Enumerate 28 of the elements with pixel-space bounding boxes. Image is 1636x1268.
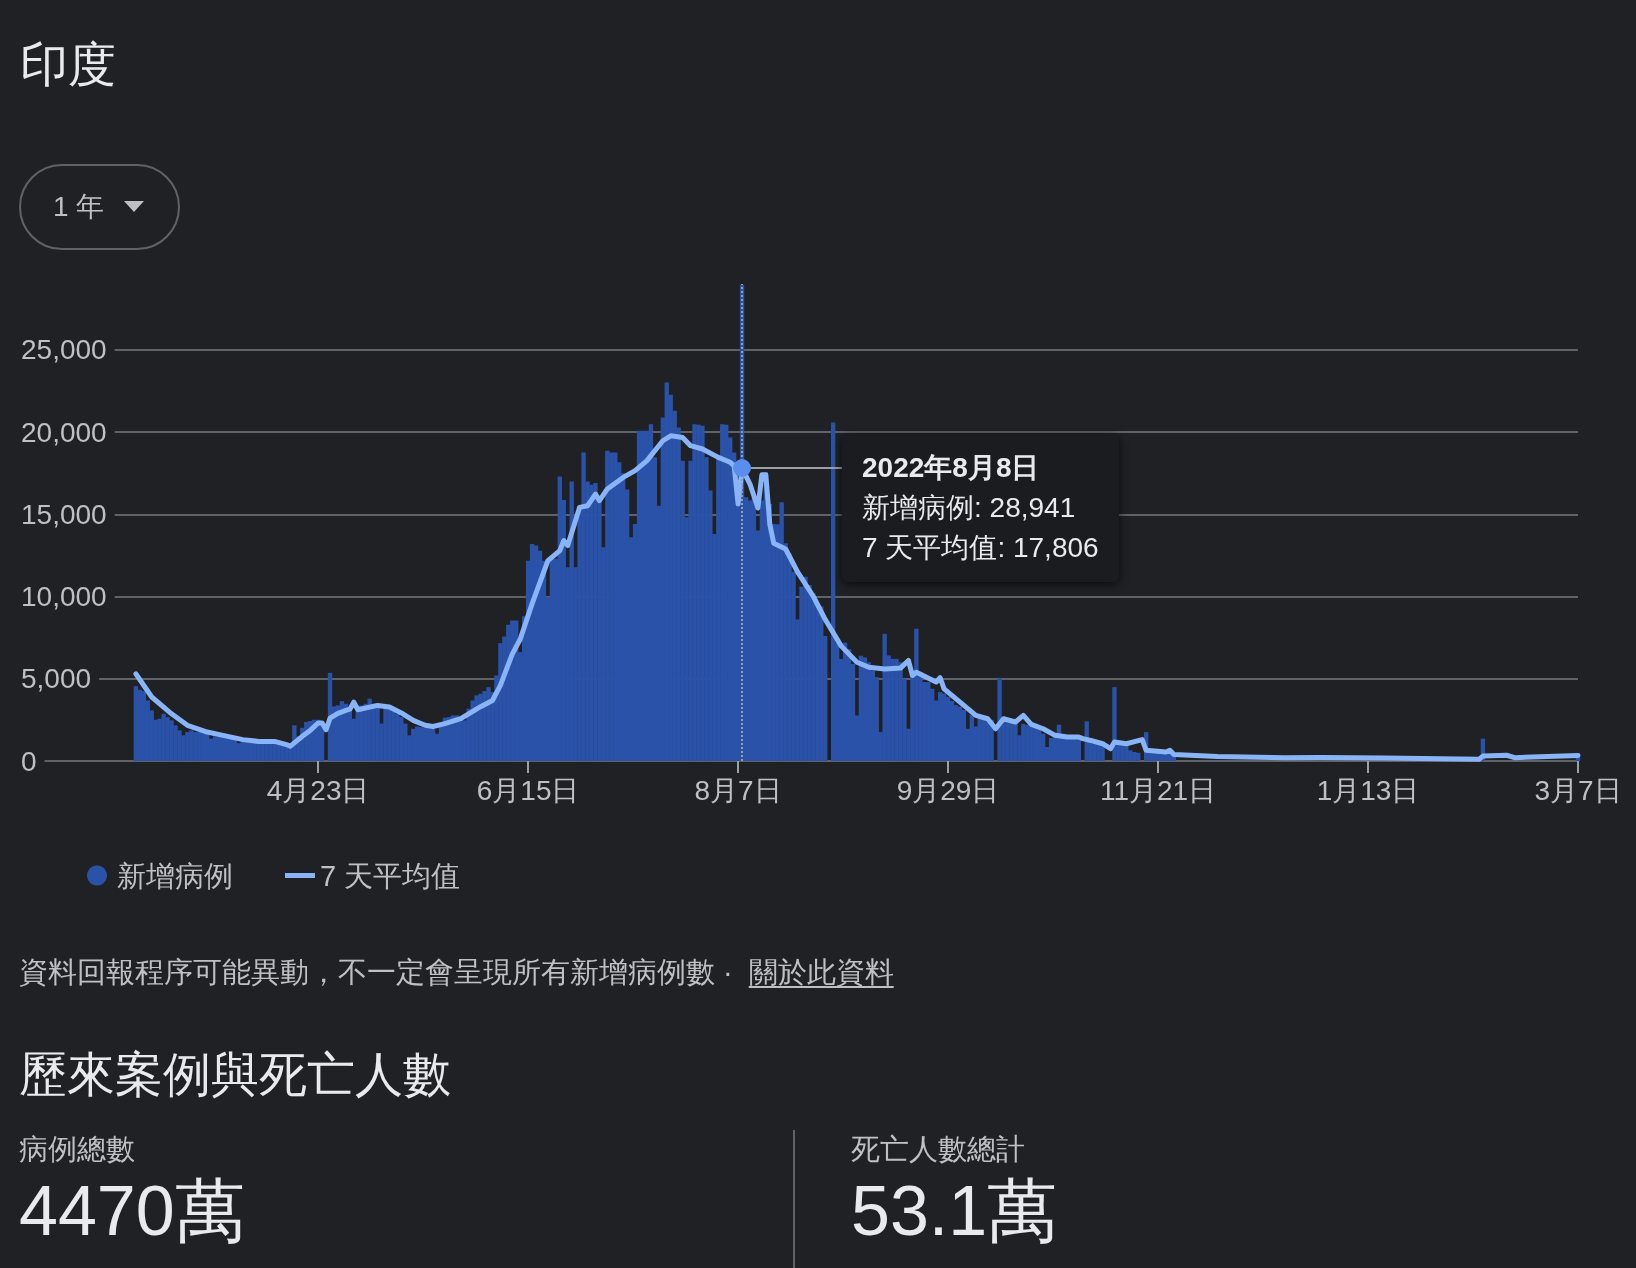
text: 4470萬 — [19, 1171, 245, 1252]
y-tick-label: 10,000 — [21, 581, 107, 613]
x-tick-label: 8月7日 — [694, 774, 782, 806]
text: 53.1萬 — [851, 1171, 1058, 1252]
x-tick-label: 9月29日 — [896, 774, 1000, 806]
x-tick-label: 11月21日 — [1099, 774, 1217, 806]
x-tick-label: 1月13日 — [1316, 774, 1420, 806]
x-tick-label: 4月23日 — [266, 774, 370, 806]
text: 關於此資料 — [748, 954, 894, 990]
annotation: 7 天平均值: 17,806 — [862, 531, 1099, 566]
y-tick-label: 25,000 — [21, 334, 107, 366]
legend-label: 新增病例 — [117, 859, 233, 892]
x-tick-label: 6月15日 — [476, 774, 580, 806]
dropdown: 1 年 — [19, 164, 180, 250]
chart-title: 印度 — [20, 37, 116, 94]
tooltip-box: 2022年8月8日 新增病例: 28,941 7 天平均值: 17,806 — [842, 434, 1119, 583]
text: 病例總數 — [19, 1131, 135, 1167]
text: 歷來案例與死亡人數 — [19, 1047, 451, 1104]
annotation: 新增病例: 28,941 — [862, 491, 1077, 526]
y-tick-label: 5,000 — [21, 663, 92, 695]
x-tick-label: 3月7日 — [1534, 774, 1622, 806]
text: 死亡人數總計 — [851, 1131, 1025, 1167]
y-tick-label: 15,000 — [21, 498, 107, 530]
annotation: 2022年8月8日 — [862, 451, 1041, 486]
text: 資料回報程序可能異動，不一定會呈現所有新增病例數 · — [19, 954, 733, 990]
y-tick-label: 20,000 — [21, 416, 107, 448]
legend-label: 7 天平均值 — [320, 859, 461, 892]
y-tick-label: 0 — [21, 745, 37, 777]
